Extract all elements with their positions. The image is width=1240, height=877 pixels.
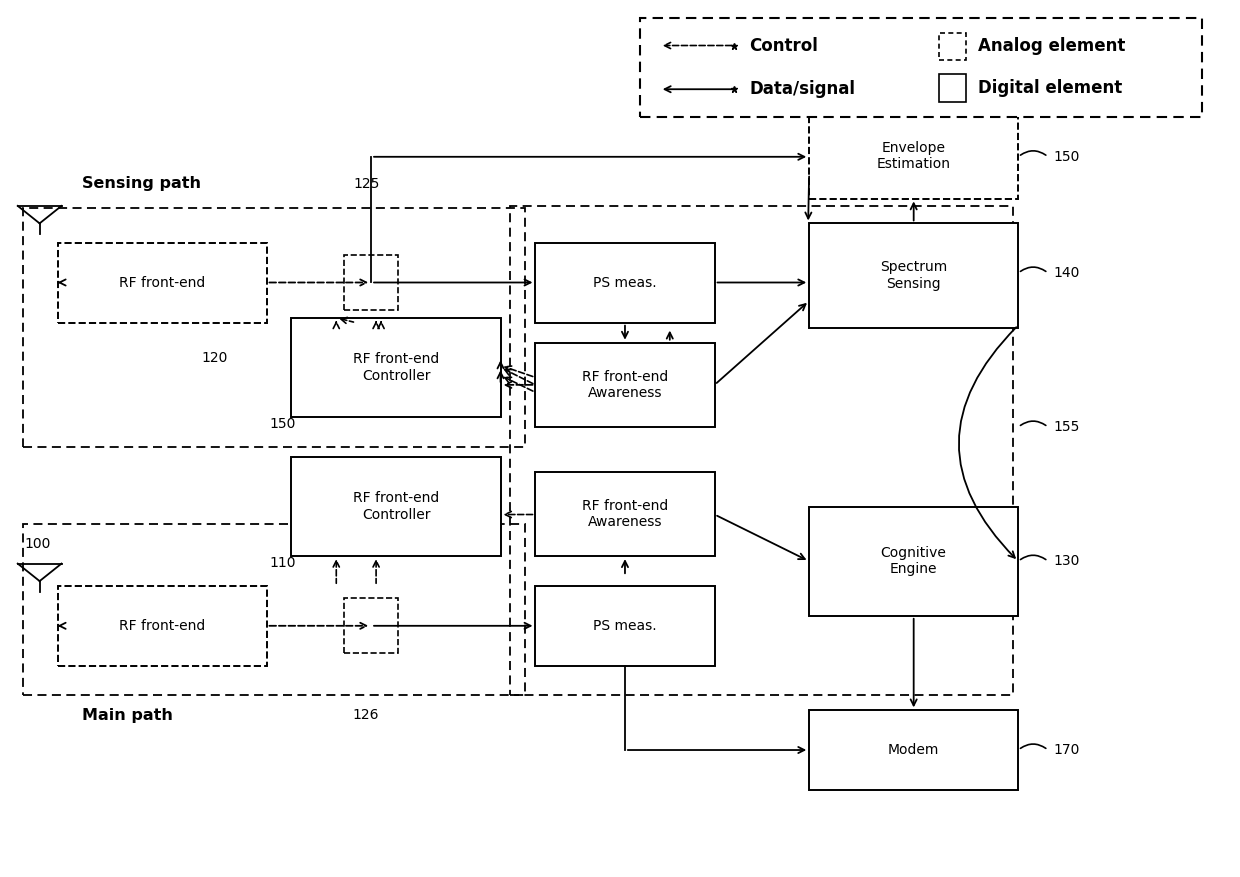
FancyBboxPatch shape	[536, 586, 714, 666]
FancyBboxPatch shape	[640, 18, 1203, 117]
Text: 120: 120	[202, 351, 228, 365]
FancyBboxPatch shape	[810, 224, 1018, 328]
Text: 170: 170	[1053, 743, 1080, 757]
Text: 130: 130	[1053, 554, 1080, 568]
Text: Envelope
Estimation: Envelope Estimation	[877, 141, 951, 171]
FancyBboxPatch shape	[810, 114, 1018, 198]
Text: Spectrum
Sensing: Spectrum Sensing	[880, 260, 947, 290]
FancyBboxPatch shape	[57, 243, 267, 323]
FancyBboxPatch shape	[343, 255, 398, 310]
Text: 125: 125	[353, 176, 379, 190]
FancyBboxPatch shape	[536, 472, 714, 556]
FancyBboxPatch shape	[810, 507, 1018, 616]
Text: RF front-end: RF front-end	[119, 619, 205, 633]
FancyBboxPatch shape	[291, 457, 501, 556]
Text: Analog element: Analog element	[978, 38, 1126, 55]
Text: Data/signal: Data/signal	[749, 80, 856, 98]
Text: RF front-end
Awareness: RF front-end Awareness	[582, 370, 668, 400]
FancyBboxPatch shape	[57, 586, 267, 666]
Text: PS meas.: PS meas.	[593, 276, 657, 290]
FancyBboxPatch shape	[536, 343, 714, 427]
Text: 126: 126	[353, 709, 379, 723]
FancyBboxPatch shape	[939, 32, 966, 61]
Text: 110: 110	[269, 556, 296, 570]
FancyBboxPatch shape	[536, 243, 714, 323]
Text: 100: 100	[25, 538, 51, 552]
Text: Main path: Main path	[82, 708, 174, 723]
FancyBboxPatch shape	[939, 75, 966, 102]
Text: 150: 150	[269, 417, 296, 431]
Text: 140: 140	[1053, 266, 1080, 280]
Text: Sensing path: Sensing path	[82, 176, 201, 191]
Text: RF front-end: RF front-end	[119, 276, 205, 290]
Text: 155: 155	[1053, 420, 1080, 434]
FancyBboxPatch shape	[343, 598, 398, 653]
Text: RF front-end
Controller: RF front-end Controller	[353, 491, 439, 522]
Text: Digital element: Digital element	[978, 79, 1122, 97]
FancyBboxPatch shape	[810, 710, 1018, 790]
Text: PS meas.: PS meas.	[593, 619, 657, 633]
FancyBboxPatch shape	[291, 317, 501, 417]
Text: 150: 150	[1053, 150, 1080, 164]
Text: Control: Control	[749, 37, 818, 54]
Text: Modem: Modem	[888, 743, 940, 757]
Text: RF front-end
Controller: RF front-end Controller	[353, 353, 439, 382]
Text: RF front-end
Awareness: RF front-end Awareness	[582, 499, 668, 529]
Text: Cognitive
Engine: Cognitive Engine	[880, 546, 946, 576]
